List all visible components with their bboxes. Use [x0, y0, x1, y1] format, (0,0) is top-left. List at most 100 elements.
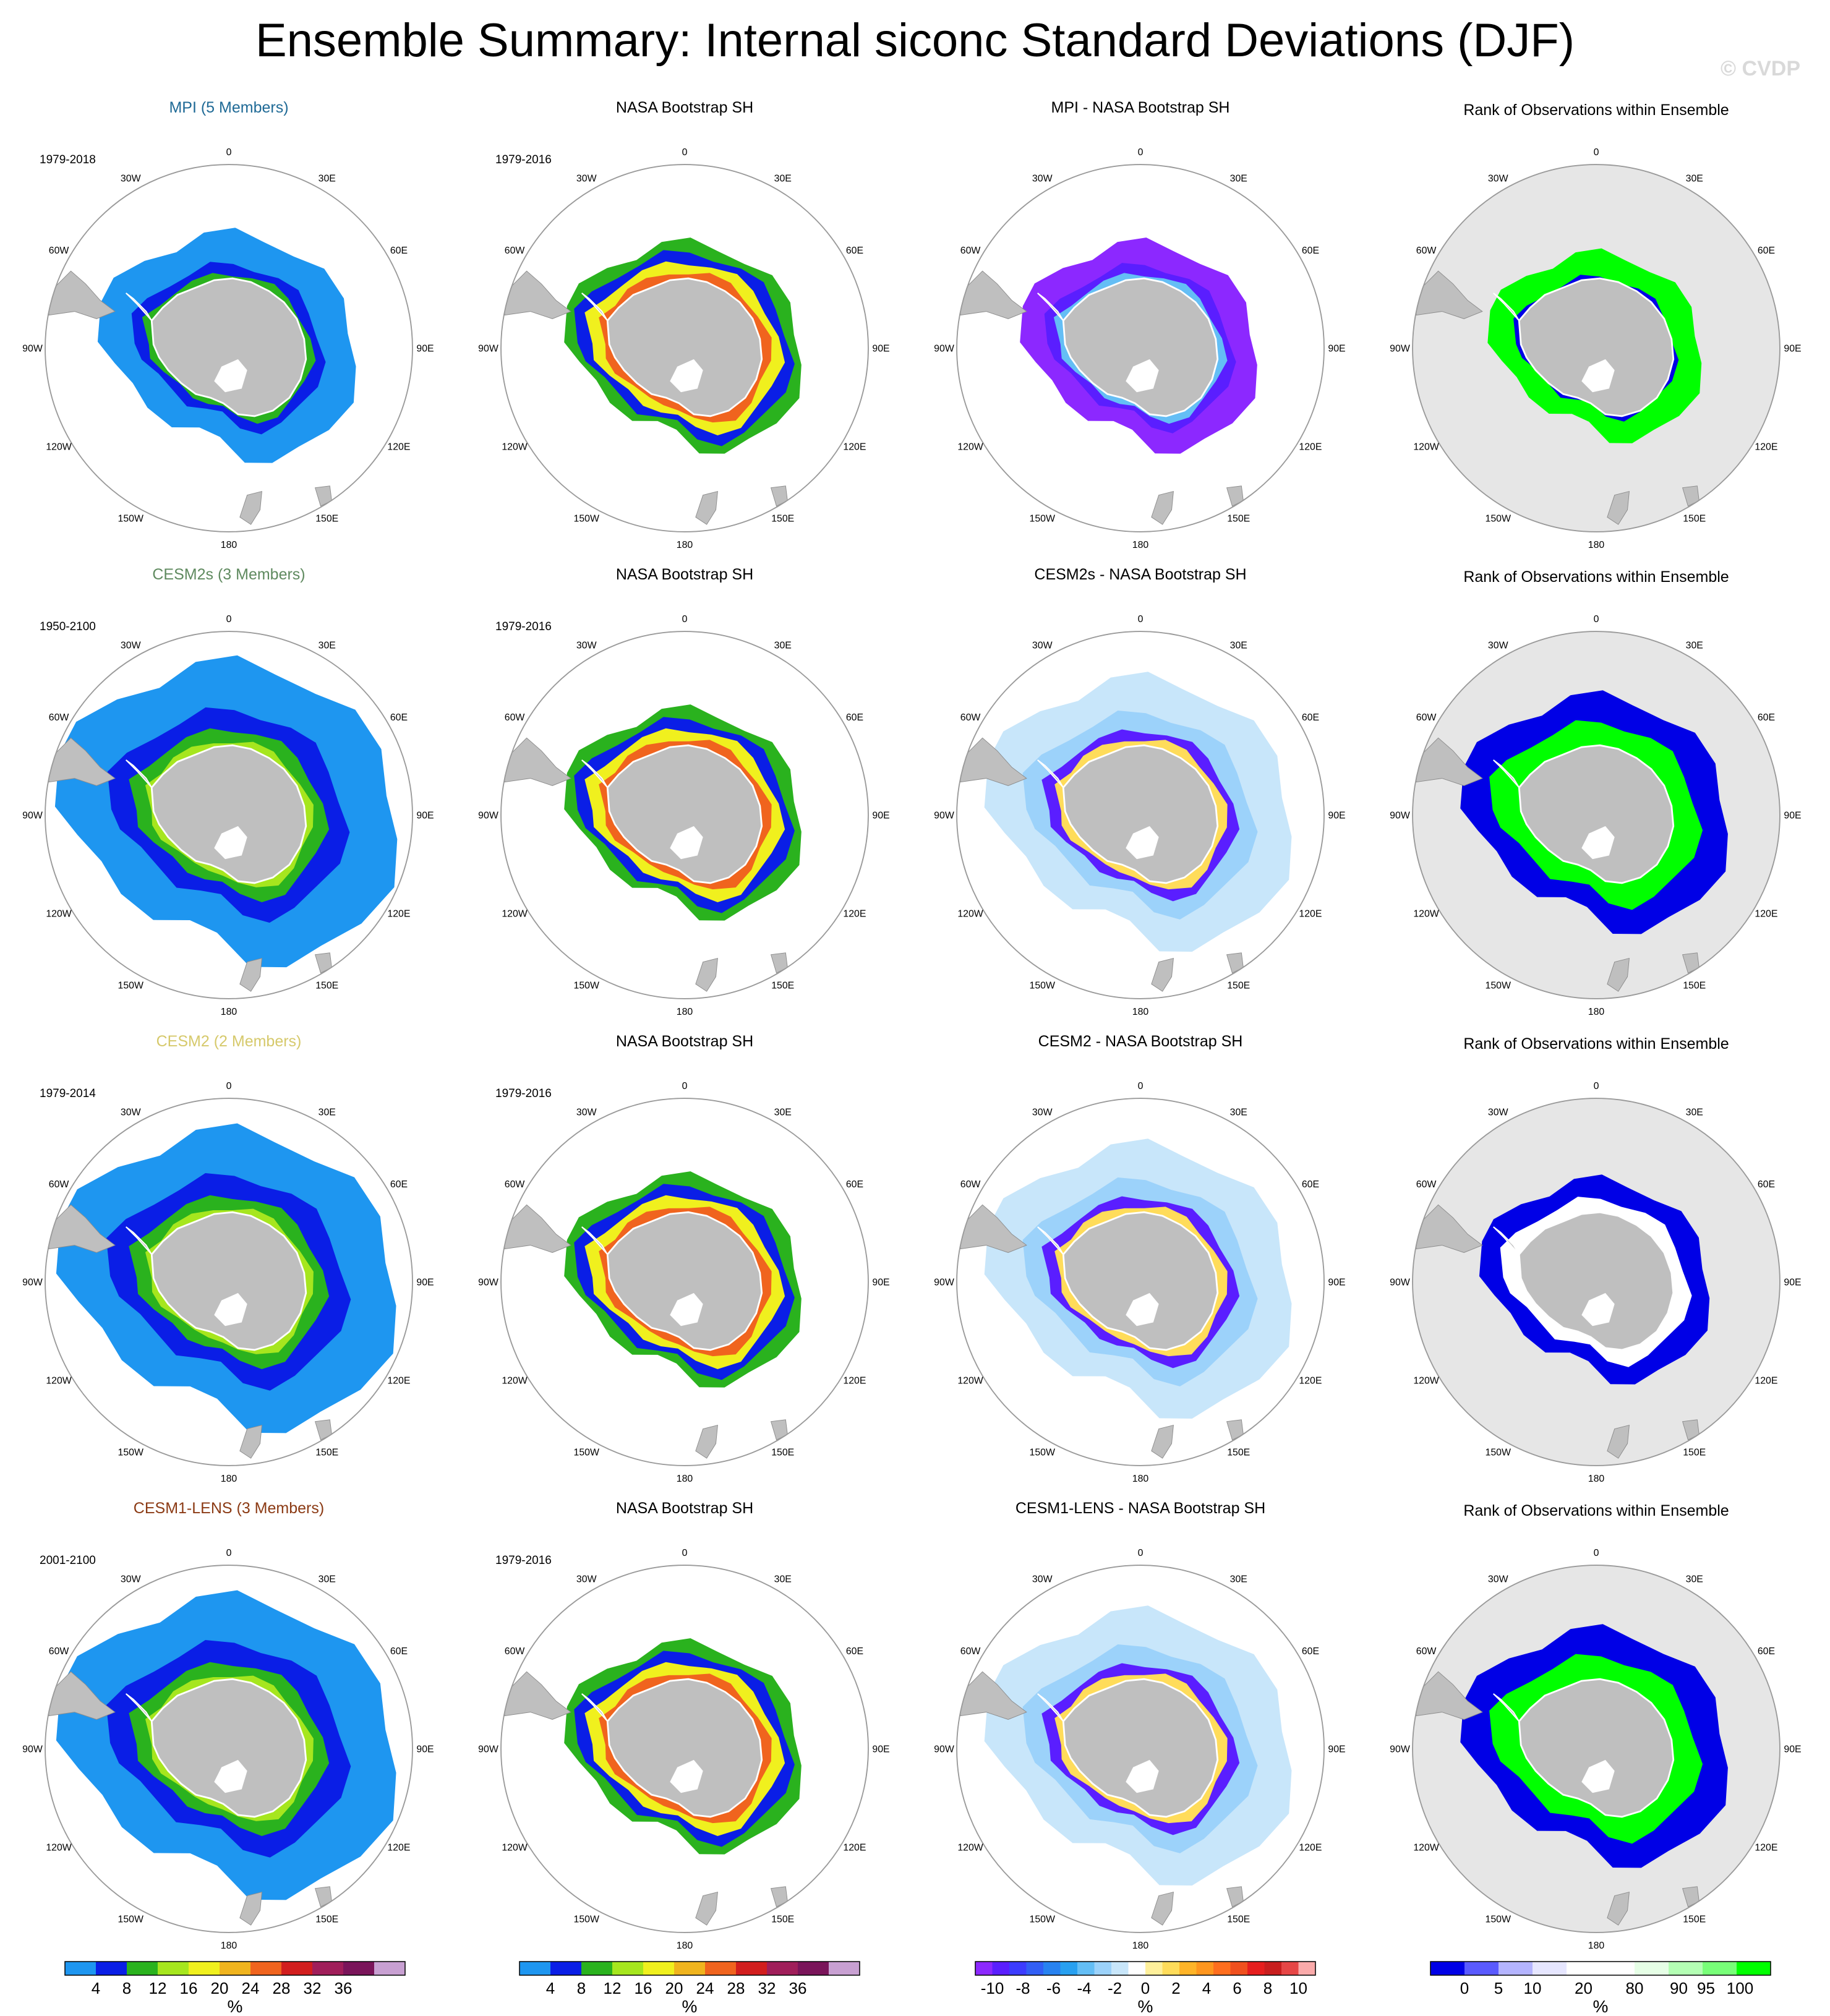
longitude-label: 120W: [957, 908, 983, 919]
colorbar-swatch: [1060, 1962, 1078, 1975]
antarctic-peninsula: [1037, 1226, 1064, 1255]
colorbar-unit-label: %: [1138, 1997, 1153, 2016]
colorbar-swatch: [1281, 1962, 1299, 1975]
colorbar-swatch: [158, 1962, 189, 1975]
longitude-label: 30E: [319, 641, 336, 651]
map-panel: MPI (5 Members) 0 30E 60E 90E 120E 150E 180 150W…: [0, 99, 458, 566]
longitude-label: 30W: [1032, 1108, 1053, 1118]
colorbar-swatch: [1213, 1962, 1231, 1975]
longitude-label: 120E: [1299, 442, 1322, 452]
longitude-label: 180: [1132, 540, 1149, 550]
colorbar-tick-label: 20: [1575, 1979, 1593, 1997]
colorbar-swatch: [1247, 1962, 1265, 1975]
longitude-label: 0: [682, 614, 688, 625]
longitude-label: 90E: [872, 1278, 889, 1288]
longitude-label: 120W: [1413, 442, 1439, 452]
map-panel: NASA Bootstrap SH 0 30E 60E 90E 120E 150E 180 15…: [456, 99, 913, 566]
panel-title: CESM1-LENS - NASA Bootstrap SH: [1015, 1500, 1266, 1517]
longitude-label: 150W: [574, 514, 599, 524]
longitude-label: 180: [221, 1474, 237, 1484]
ross-ice-shelf: [214, 359, 247, 393]
longitude-label: 60E: [1758, 1646, 1775, 1657]
longitude-label: 60E: [390, 1646, 408, 1657]
antarctica-landmass: [1518, 1211, 1675, 1351]
panel-title: Rank of Observations within Ensemble: [1463, 568, 1729, 586]
longitude-label: 60E: [1302, 246, 1319, 256]
colorbar-swatch: [1196, 1962, 1214, 1975]
longitude-label: 60W: [960, 1179, 981, 1190]
panel-title: CESM2s - NASA Bootstrap SH: [1034, 566, 1247, 583]
colorbar-swatch: [643, 1962, 675, 1975]
longitude-label: 30E: [774, 1574, 792, 1585]
longitude-label: 0: [1138, 1081, 1144, 1091]
map-boundary-circle: [500, 1565, 869, 1933]
antarctica-landmass: [1062, 1211, 1219, 1351]
longitude-label: 90E: [1328, 1745, 1345, 1755]
new-zealand-landmass: [695, 490, 718, 525]
longitude-label: 120E: [1299, 1842, 1322, 1853]
longitude-label: 0: [226, 147, 232, 158]
longitude-label: 90W: [22, 1745, 43, 1755]
longitude-label: 30W: [1488, 174, 1508, 184]
map-boundary-circle: [956, 164, 1325, 532]
ross-ice-shelf: [1581, 1292, 1615, 1326]
cvdp-watermark: © CVDP: [1721, 57, 1800, 80]
colorbar-swatch: [736, 1962, 767, 1975]
longitude-label: 90E: [1328, 1278, 1345, 1288]
colorbar-swatch: [312, 1962, 344, 1975]
colorbar-tick-label: -6: [1046, 1979, 1061, 1997]
panel-title: MPI (5 Members): [169, 99, 289, 116]
new-zealand-landmass: [1151, 1424, 1174, 1459]
longitude-label: 180: [677, 1007, 693, 1017]
longitude-label: 0: [1594, 614, 1599, 625]
longitude-label: 30E: [1686, 641, 1703, 651]
colorbar-tick-label: 8: [577, 1979, 586, 1997]
longitude-label: 150E: [1683, 1448, 1706, 1458]
longitude-label: 150E: [1683, 981, 1706, 991]
south-america-landmass: [960, 1204, 1027, 1253]
map-boundary-circle: [45, 631, 413, 999]
map-boundary-circle: [1412, 1565, 1781, 1933]
longitude-label: 120W: [1413, 1375, 1439, 1386]
longitude-label: 90W: [934, 1278, 954, 1288]
polar-stereographic-map: 0 30E 60E 90E 120E 150E 180 150W 120W 90W 60W 30W: [478, 614, 889, 1017]
antarctica-landmass: [150, 1678, 307, 1818]
longitude-label: 60E: [846, 712, 863, 723]
colorbar-swatch: [1230, 1962, 1248, 1975]
colorbar-tick-label: 6: [1233, 1979, 1241, 1997]
colorbar-swatch: [1430, 1962, 1465, 1975]
longitude-label: 120W: [502, 1375, 527, 1386]
longitude-label: 60E: [1302, 1646, 1319, 1657]
map-boundary-circle: [1412, 631, 1781, 999]
longitude-label: 90E: [1328, 811, 1345, 821]
longitude-label: 90W: [1390, 344, 1410, 354]
map-panel: CESM1-LENS (3 Members) 0 30E 60E 90E 120E 150E…: [0, 1500, 458, 1967]
colorbar-tick-label: 36: [789, 1979, 807, 1997]
longitude-label: 120E: [1755, 1842, 1777, 1853]
longitude-label: 30E: [1686, 1574, 1703, 1585]
longitude-label: 30E: [319, 1574, 336, 1585]
longitude-label: 120W: [46, 1842, 71, 1853]
longitude-label: 30W: [1488, 641, 1508, 651]
ross-ice-shelf: [670, 359, 703, 393]
ross-ice-shelf: [214, 1292, 247, 1326]
polar-stereographic-map: 0 30E 60E 90E 120E 150E 180 150W 120W 90W 60W 30W: [934, 614, 1345, 1017]
antarctica-landmass: [1062, 1678, 1219, 1818]
longitude-label: 90E: [1784, 811, 1801, 821]
map-panel: NASA Bootstrap SH 0 30E 60E 90E 120E 150E 180 15…: [456, 1033, 913, 1500]
colorbar-tick-label: 80: [1626, 1979, 1644, 1997]
colorbar-swatch: [1464, 1962, 1499, 1975]
longitude-label: 30E: [1230, 174, 1247, 184]
map-panel: CESM1-LENS - NASA Bootstrap SH 0 30E 60E 90E…: [912, 1500, 1369, 1967]
longitude-label: 30E: [1230, 641, 1247, 651]
south-america-landmass: [48, 270, 116, 319]
colorbar-swatch: [374, 1962, 406, 1975]
longitude-label: 150W: [1030, 1915, 1055, 1925]
longitude-label: 60E: [1758, 246, 1775, 256]
colorbar: 4 8 12 16 20 24 28 32 36%: [519, 1961, 860, 2016]
longitude-label: 30W: [576, 641, 597, 651]
figure-title: Ensemble Summary: Internal siconc Standa…: [255, 14, 1575, 67]
longitude-label: 120E: [843, 1375, 866, 1386]
longitude-label: 60E: [1758, 712, 1775, 723]
colorbar-frame: [64, 1961, 406, 1976]
